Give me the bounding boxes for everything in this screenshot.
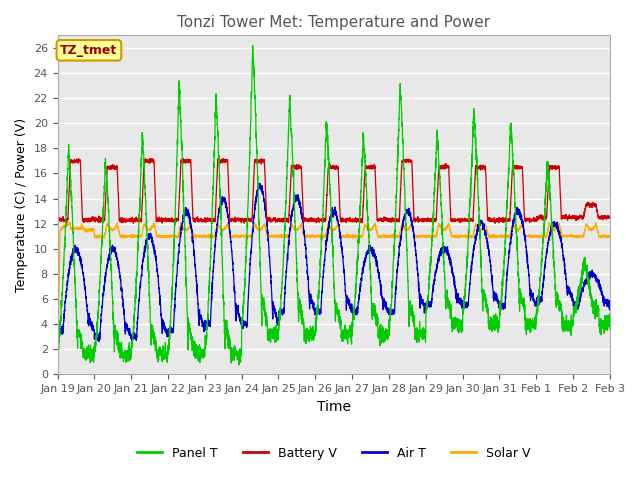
Panel T: [54, 352, 61, 358]
Battery V: [489, 217, 497, 223]
Air T: [428, 304, 435, 310]
Solar V: [427, 233, 435, 239]
Panel T: [314, 304, 321, 310]
Air T: [314, 310, 321, 315]
Battery V: [606, 214, 614, 220]
Panel T: [458, 317, 465, 323]
Line: Panel T: Panel T: [58, 46, 610, 365]
Solar V: [489, 234, 497, 240]
Panel T: [428, 251, 435, 256]
Solar V: [606, 233, 614, 239]
Line: Battery V: Battery V: [58, 158, 610, 223]
Battery V: [427, 216, 435, 221]
Air T: [256, 180, 264, 186]
Battery V: [314, 218, 321, 224]
Solar V: [605, 234, 613, 240]
Panel T: [605, 324, 613, 330]
X-axis label: Time: Time: [317, 400, 351, 414]
Solar V: [64, 220, 72, 226]
Air T: [605, 307, 613, 312]
Solar V: [54, 372, 61, 377]
Title: Tonzi Tower Met: Temperature and Power: Tonzi Tower Met: Temperature and Power: [177, 15, 490, 30]
Air T: [606, 304, 614, 310]
Solar V: [314, 233, 321, 239]
Battery V: [153, 218, 161, 224]
Panel T: [489, 323, 497, 328]
Panel T: [606, 317, 614, 323]
Air T: [95, 338, 102, 344]
Air T: [54, 327, 61, 333]
Panel T: [235, 362, 243, 368]
Battery V: [605, 214, 613, 220]
Line: Solar V: Solar V: [58, 223, 610, 374]
Battery V: [492, 220, 499, 226]
Line: Air T: Air T: [58, 183, 610, 341]
Air T: [489, 288, 497, 293]
Battery V: [458, 218, 465, 224]
Air T: [153, 267, 161, 273]
Solar V: [458, 233, 465, 239]
Battery V: [146, 156, 154, 161]
Panel T: [249, 43, 257, 48]
Air T: [458, 305, 465, 311]
Text: TZ_tmet: TZ_tmet: [60, 44, 118, 57]
Panel T: [153, 348, 161, 354]
Battery V: [54, 217, 61, 223]
Solar V: [153, 234, 161, 240]
Y-axis label: Temperature (C) / Power (V): Temperature (C) / Power (V): [15, 118, 28, 292]
Legend: Panel T, Battery V, Air T, Solar V: Panel T, Battery V, Air T, Solar V: [132, 442, 535, 465]
